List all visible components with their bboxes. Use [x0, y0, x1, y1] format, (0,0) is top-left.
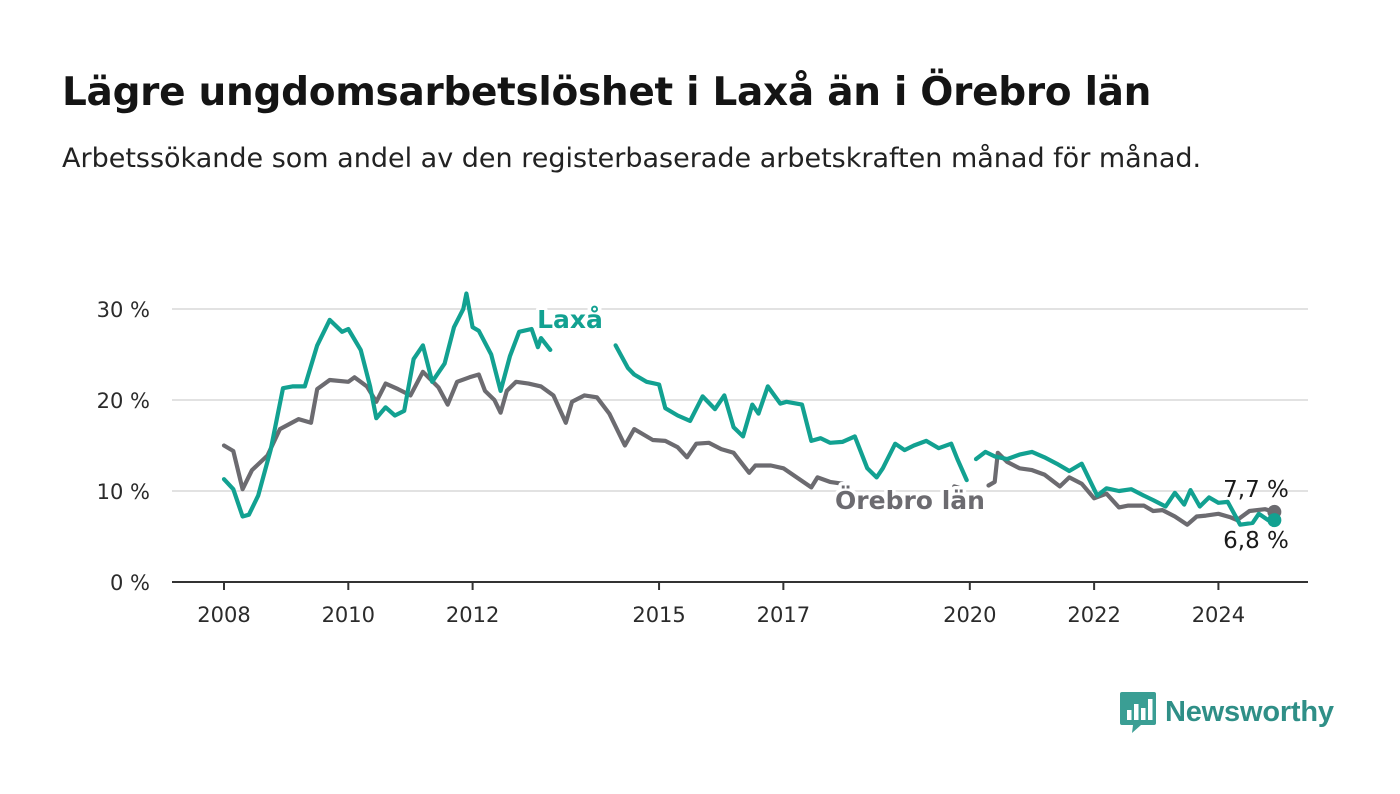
y-tick-label: 10 % [97, 480, 150, 504]
end-value-orebro: 7,7 % [1223, 477, 1289, 503]
x-tick-label: 2017 [757, 603, 810, 627]
y-tick-label: 20 % [97, 389, 150, 413]
x-tick-label: 2010 [322, 603, 375, 627]
series-line-orebro [986, 450, 1277, 527]
x-tick-label: 2008 [197, 603, 250, 627]
end-point-laxa [1267, 513, 1282, 528]
gridlines [172, 308, 1308, 583]
y-tick-label: 30 % [97, 298, 150, 322]
x-axis: 2008 2010 2012 2015 2017 2020 2022 2024 [197, 582, 1245, 627]
newsworthy-brand: Newsworthy [1119, 690, 1334, 734]
series-label-laxa: Laxå [537, 305, 603, 334]
chart-subtitle: Arbetssökande som andel av den registerb… [62, 143, 1202, 174]
x-tick-label: 2024 [1192, 603, 1245, 627]
chart-title: Lägre ungdomsarbetslöshet i Laxå än i Ör… [62, 70, 1152, 115]
series-line-laxa [973, 449, 1277, 527]
x-tick-label: 2012 [446, 603, 499, 627]
x-tick-label: 2015 [632, 603, 685, 627]
series-label-orebro: Örebro län [835, 485, 985, 515]
end-value-laxa: 6,8 % [1223, 528, 1289, 554]
newsworthy-logo-icon [1120, 692, 1156, 733]
series-line-laxa [221, 291, 553, 519]
x-tick-label: 2022 [1067, 603, 1120, 627]
series-line-orebro [952, 484, 966, 492]
series-line-laxa [613, 343, 969, 483]
y-axis: 0 % 10 % 20 % 30 % [97, 298, 150, 595]
x-tick-label: 2020 [943, 603, 996, 627]
series-line-orebro [221, 369, 845, 492]
series-labels: Laxå Örebro län 7,7 % 6,8 % [534, 302, 1289, 555]
y-tick-label: 0 % [110, 571, 150, 595]
series-lines [221, 291, 1282, 528]
brand-name: Newsworthy [1165, 695, 1334, 728]
